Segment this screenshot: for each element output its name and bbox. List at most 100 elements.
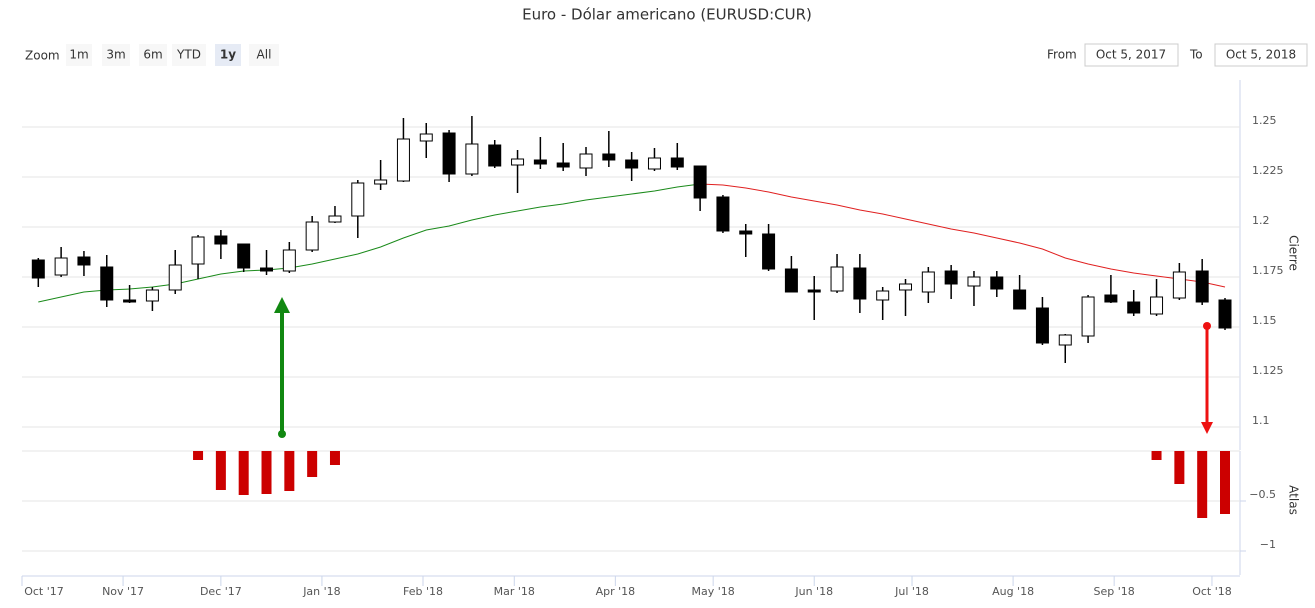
candle-body [1127, 301, 1141, 314]
to-input[interactable] [1214, 43, 1308, 67]
candle-body [602, 153, 616, 161]
zoom-button[interactable] [139, 44, 167, 66]
candle-body [556, 162, 570, 168]
candle-body [1013, 289, 1027, 310]
candle-body [191, 236, 205, 265]
x-tick-label: Feb '18 [403, 585, 443, 598]
y-tick-label: 1.125 [1252, 364, 1284, 377]
candle-body [1081, 296, 1095, 337]
candle-body [237, 243, 251, 269]
candle-body [670, 157, 684, 168]
plot-area: 1.1 1.125 1.15 1.175 1.2 1.225 1.25 −0.5 −1 Oct '… [21, 114, 1284, 598]
candle-body [625, 159, 639, 169]
candle-body [921, 271, 935, 293]
zoom-label: Zoom [25, 49, 60, 63]
candle-body [853, 267, 867, 300]
y2-axis-title: Atlas [1287, 485, 1301, 515]
zoom-button-label[interactable]: 1m [69, 48, 88, 62]
candle-body [1104, 294, 1118, 303]
y-tick-label: 1.15 [1252, 314, 1277, 327]
candle-body [77, 256, 91, 266]
zoom-button-label[interactable]: 6m [143, 48, 162, 62]
zoom-button[interactable] [172, 44, 206, 66]
line [38, 183, 701, 303]
x-tick-label: Jan '18 [302, 585, 340, 598]
candle-body [807, 289, 821, 293]
from-label: From [1047, 48, 1077, 62]
x-tick-label: Oct '17 [24, 585, 64, 598]
candle-body [647, 157, 661, 170]
from-input[interactable] [1084, 43, 1179, 67]
candle-body [31, 259, 45, 279]
y-tick-label: 1.225 [1252, 164, 1284, 177]
candle-body [511, 158, 525, 166]
zoom-button[interactable] [66, 44, 92, 66]
y-axis-title: Cierre [1287, 235, 1301, 271]
from-value[interactable]: Oct 5, 2017 [1096, 48, 1166, 62]
bar [238, 451, 249, 495]
candle-body [1195, 270, 1209, 303]
candle-body [1035, 307, 1049, 344]
y-tick-label: 1.2 [1252, 214, 1270, 227]
x-tick-label: Jul '18 [894, 585, 929, 598]
zoom-button[interactable] [249, 44, 279, 66]
candle-body [214, 235, 228, 245]
candle-body [1172, 271, 1186, 299]
zoom-button-label[interactable]: 1y [220, 48, 236, 62]
zoom-button[interactable] [102, 44, 130, 66]
bar [284, 451, 295, 491]
candle-body [54, 257, 68, 276]
candle-body [830, 266, 844, 292]
to-value[interactable]: Oct 5, 2018 [1226, 48, 1296, 62]
candle-body [419, 133, 433, 142]
candle-body [260, 267, 274, 272]
x-tick-label: Aug '18 [992, 585, 1034, 598]
buy-arrow-dot [278, 430, 286, 438]
zoom-button-label[interactable]: YTD [176, 48, 201, 62]
bar [1197, 451, 1208, 518]
bar [1220, 451, 1231, 514]
candle-body [145, 289, 159, 302]
candle-body [305, 221, 319, 251]
sell-arrow-dot [1203, 322, 1211, 330]
candle-body [351, 182, 365, 217]
candle-body [168, 264, 182, 291]
candle-body [488, 144, 502, 167]
candle-body [123, 299, 137, 303]
zoom-button[interactable] [215, 44, 241, 66]
line [700, 183, 1226, 288]
bar [1174, 451, 1185, 484]
candle-body [396, 138, 410, 182]
candle-body [1218, 299, 1232, 329]
x-tick-label: Nov '17 [102, 585, 144, 598]
x-tick-label: Jun '18 [794, 585, 833, 598]
candle-body [282, 249, 296, 272]
bar [329, 451, 340, 465]
candle-body [716, 196, 730, 232]
candle-body [944, 270, 958, 285]
bar [193, 451, 204, 460]
candle-body [967, 276, 981, 287]
candle-body [762, 233, 776, 270]
candle-body [990, 276, 1004, 290]
candle-body [784, 268, 798, 293]
y2-tick-label: −1 [1260, 538, 1276, 551]
x-tick-label: Apr '18 [596, 585, 636, 598]
candle-body [739, 230, 753, 235]
zoom-button-label[interactable]: All [257, 48, 272, 62]
bar [307, 451, 318, 477]
y2-tick-label: −0.5 [1249, 488, 1276, 501]
x-tick-label: Mar '18 [494, 585, 535, 598]
candle-body [100, 266, 114, 301]
candle-body [374, 179, 388, 185]
y-tick-label: 1.25 [1252, 114, 1277, 127]
candle-body [899, 283, 913, 291]
candle-body [579, 153, 593, 169]
to-label: To [1189, 48, 1203, 62]
bar [215, 451, 226, 490]
x-tick-label: Oct '18 [1192, 585, 1232, 598]
candle-body [465, 143, 479, 175]
zoom-button-label[interactable]: 3m [106, 48, 125, 62]
x-tick-label: Dec '17 [200, 585, 242, 598]
